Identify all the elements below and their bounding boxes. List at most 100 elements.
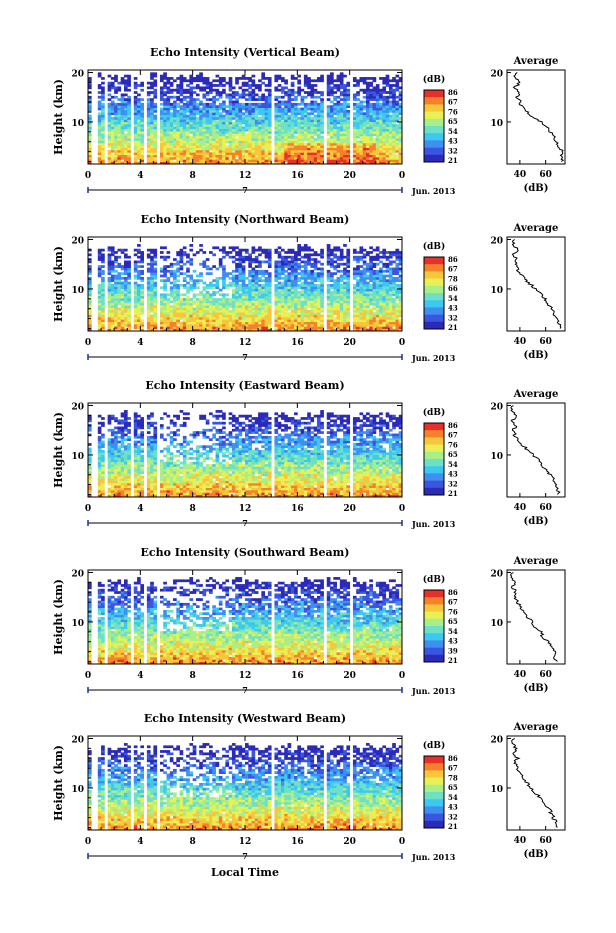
heatmap-cell bbox=[216, 298, 220, 301]
heatmap-cell bbox=[238, 324, 242, 327]
heatmap-cell bbox=[202, 263, 206, 266]
heatmap-cell bbox=[127, 105, 131, 108]
heatmap-cell bbox=[245, 284, 249, 287]
heatmap-cell bbox=[294, 315, 298, 318]
heatmap-cell bbox=[346, 272, 350, 275]
heatmap-cell bbox=[108, 315, 112, 318]
heatmap-cell bbox=[153, 143, 157, 146]
heatmap-cell bbox=[330, 315, 334, 318]
heatmap-cell bbox=[346, 89, 350, 92]
heatmap-cell bbox=[98, 305, 102, 308]
heatmap-cell bbox=[180, 312, 184, 315]
heatmap-cell bbox=[232, 108, 236, 111]
heatmap-cell bbox=[170, 324, 174, 327]
heatmap-cell bbox=[196, 148, 200, 151]
heatmap-cell bbox=[382, 143, 386, 146]
heatmap-cell bbox=[258, 322, 262, 325]
heatmap-cell bbox=[340, 319, 344, 322]
heatmap-cell bbox=[114, 155, 118, 158]
heatmap-cell bbox=[327, 141, 331, 144]
heatmap-cell bbox=[291, 157, 295, 160]
heatmap-cell bbox=[160, 155, 164, 158]
heatmap-cell bbox=[232, 296, 236, 299]
heatmap-cell bbox=[373, 91, 377, 94]
heatmap-cell bbox=[137, 303, 141, 306]
heatmap-cell bbox=[268, 138, 272, 141]
heatmap-cell bbox=[265, 315, 269, 318]
heatmap-cell bbox=[392, 131, 396, 134]
heatmap-cell bbox=[386, 133, 390, 136]
heatmap-cell bbox=[265, 279, 269, 282]
heatmap-cell bbox=[392, 141, 396, 144]
heatmap-cell bbox=[359, 77, 363, 80]
heatmap-cell bbox=[160, 251, 164, 254]
heatmap-cell bbox=[255, 279, 259, 282]
heatmap-cell bbox=[222, 303, 226, 306]
heatmap-cell bbox=[124, 265, 128, 268]
heatmap-cell bbox=[314, 103, 318, 106]
heatmap-cell bbox=[180, 110, 184, 113]
heatmap-cell bbox=[261, 275, 265, 278]
heatmap-cell bbox=[199, 136, 203, 139]
heatmap-cell bbox=[216, 79, 220, 82]
heatmap-cell bbox=[147, 94, 151, 97]
heatmap-cell bbox=[363, 148, 367, 151]
heatmap-cell bbox=[199, 152, 203, 155]
heatmap-cell bbox=[340, 286, 344, 289]
heatmap-cell bbox=[242, 129, 246, 132]
heatmap-cell bbox=[88, 157, 92, 160]
heatmap-cell bbox=[111, 324, 115, 327]
heatmap-cell bbox=[225, 138, 229, 141]
heatmap-cell bbox=[261, 305, 265, 308]
heatmap-cell bbox=[140, 155, 144, 158]
heatmap-cell bbox=[193, 122, 197, 125]
heatmap-cell bbox=[134, 319, 138, 322]
heatmap-cell bbox=[261, 312, 265, 315]
heatmap-cell bbox=[304, 263, 308, 266]
heatmap-cell bbox=[327, 296, 331, 299]
heatmap-cell bbox=[327, 293, 331, 296]
heatmap-cell bbox=[88, 138, 92, 141]
heatmap-cell bbox=[212, 108, 216, 111]
heatmap-cell bbox=[183, 324, 187, 327]
heatmap-cell bbox=[163, 148, 167, 151]
heatmap-cell bbox=[310, 119, 314, 122]
heatmap-cell bbox=[382, 98, 386, 101]
heatmap-cell bbox=[150, 272, 154, 275]
heatmap-cell bbox=[88, 124, 92, 127]
heatmap-cell bbox=[258, 279, 262, 282]
heatmap-cell bbox=[176, 312, 180, 315]
heatmap-cell bbox=[186, 152, 190, 155]
heatmap-cell bbox=[124, 298, 128, 301]
heatmap-cell bbox=[114, 300, 118, 303]
heatmap-cell bbox=[153, 136, 157, 139]
heatmap-cell bbox=[222, 308, 226, 311]
heatmap-cell bbox=[111, 303, 115, 306]
heatmap-cell bbox=[304, 272, 308, 275]
heatmap-cell bbox=[160, 112, 164, 115]
heatmap-cell bbox=[134, 249, 138, 252]
heatmap-cell bbox=[219, 91, 223, 94]
heatmap-cell bbox=[153, 103, 157, 106]
heatmap-cell bbox=[186, 312, 190, 315]
heatmap-cell bbox=[261, 143, 265, 146]
heatmap-cell bbox=[376, 103, 380, 106]
heatmap-cell bbox=[245, 150, 249, 153]
heatmap-cell bbox=[307, 258, 311, 261]
heatmap-cell bbox=[212, 138, 216, 141]
heatmap-cell bbox=[248, 284, 252, 287]
heatmap-cell bbox=[212, 246, 216, 249]
heatmap-cell bbox=[301, 303, 305, 306]
heatmap-cell bbox=[219, 129, 223, 132]
heatmap-cell bbox=[252, 75, 256, 78]
heatmap-cell bbox=[137, 251, 141, 254]
heatmap-cell bbox=[183, 319, 187, 322]
heatmap-cell bbox=[189, 155, 193, 158]
heatmap-cell bbox=[304, 108, 308, 111]
heatmap-cell bbox=[186, 286, 190, 289]
heatmap-cell bbox=[216, 312, 220, 315]
heatmap-cell bbox=[294, 148, 298, 151]
heatmap-cell bbox=[137, 298, 141, 301]
heatmap-cell bbox=[206, 77, 210, 80]
heatmap-cell bbox=[369, 141, 373, 144]
